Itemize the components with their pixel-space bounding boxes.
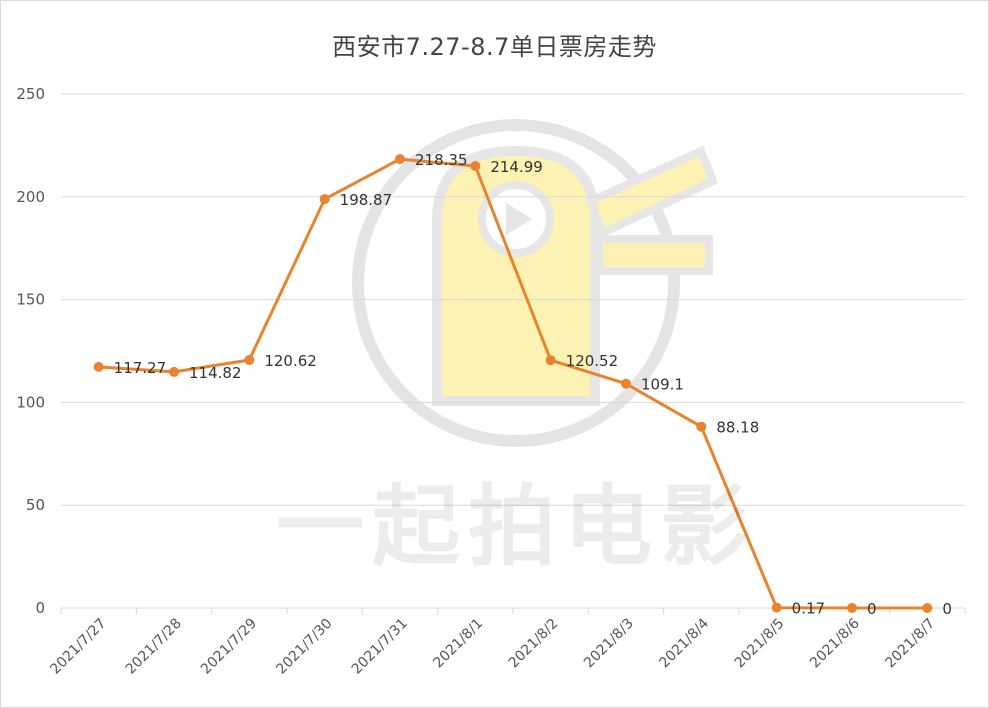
- x-tick-label: 2021/7/31: [349, 616, 411, 678]
- data-point: [319, 194, 330, 205]
- x-tick-label: 2021/7/29: [198, 616, 260, 678]
- data-point: [847, 603, 857, 613]
- y-tick-label: 100: [16, 393, 45, 411]
- x-tick-label: 2021/8/6: [807, 615, 863, 671]
- series-line: [97, 157, 929, 610]
- data-point: [922, 603, 933, 613]
- data-point: [545, 355, 556, 366]
- y-tick-label: 50: [26, 496, 45, 514]
- data-point: [621, 378, 631, 389]
- data-point: [470, 160, 481, 171]
- x-tick-label: 2021/7/27: [47, 616, 109, 678]
- x-tick-label: 2021/8/4: [656, 615, 712, 671]
- watermark-text: 一起拍电影: [276, 475, 757, 578]
- data-point: [696, 421, 707, 432]
- data-label: 109.1: [641, 376, 684, 394]
- data-label: 88.18: [716, 419, 759, 437]
- x-tick-label: 2021/8/3: [581, 616, 637, 672]
- grid-layer: [61, 93, 965, 506]
- data-point: [169, 366, 179, 377]
- y-tick-label: 150: [16, 291, 45, 309]
- chart-title: 西安市7.27-8.7单日票房走势: [332, 33, 657, 61]
- y-tick-label: 250: [16, 85, 45, 103]
- data-label: 218.35: [415, 151, 468, 169]
- data-point: [244, 355, 255, 366]
- watermark-logo: [352, 119, 719, 447]
- y-tick-label: 200: [16, 188, 45, 206]
- data-point: [395, 154, 405, 165]
- data-label: 120.62: [264, 352, 317, 370]
- data-label: 120.52: [566, 352, 619, 370]
- data-label: 214.99: [490, 158, 543, 176]
- x-tick-label: 2021/7/28: [123, 616, 185, 678]
- data-label: 0.17: [792, 600, 825, 618]
- series-layer: [93, 154, 933, 613]
- x-tick-label: 2021/7/30: [273, 616, 335, 678]
- data-label: 117.27: [114, 359, 166, 377]
- x-tick-label: 2021/8/5: [732, 616, 788, 672]
- data-label: 198.87: [340, 191, 393, 209]
- x-tick-label: 2021/8/1: [430, 616, 486, 672]
- data-point: [93, 361, 104, 372]
- x-tick-label: 2021/8/7: [882, 616, 938, 672]
- data-label: 0: [942, 600, 952, 618]
- data-label: 114.82: [189, 364, 242, 382]
- data-point: [771, 602, 782, 613]
- y-tick-label: 0: [35, 599, 45, 617]
- x-tick-label: 2021/8/2: [506, 616, 562, 672]
- data-label: 0: [867, 600, 877, 618]
- label-layer: 117.27 114.82 120.62 198.87 218.35 214.99 120.…: [114, 151, 952, 618]
